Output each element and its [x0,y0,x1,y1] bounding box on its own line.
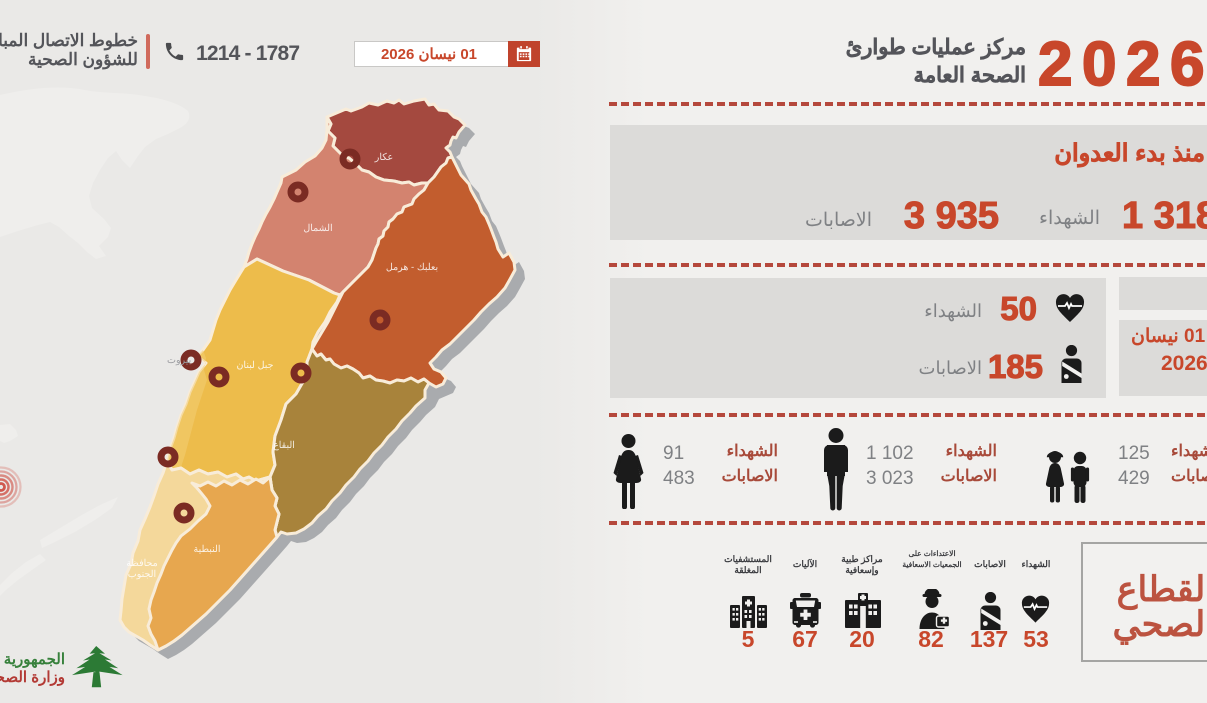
svg-text:الشمال: الشمال [303,223,332,234]
svg-text:محافظة: محافظة [126,558,158,569]
svg-text:البقاع: البقاع [273,440,295,451]
svg-text:النبطية: النبطية [193,544,220,555]
svg-text:الجنوب: الجنوب [128,569,156,580]
svg-text:عكار: عكار [374,152,393,163]
svg-text:بيروت: بيروت [167,355,191,366]
svg-text:بعلبك - هرمل: بعلبك - هرمل [386,262,438,273]
svg-text:جبل لبنان: جبل لبنان [236,360,273,371]
